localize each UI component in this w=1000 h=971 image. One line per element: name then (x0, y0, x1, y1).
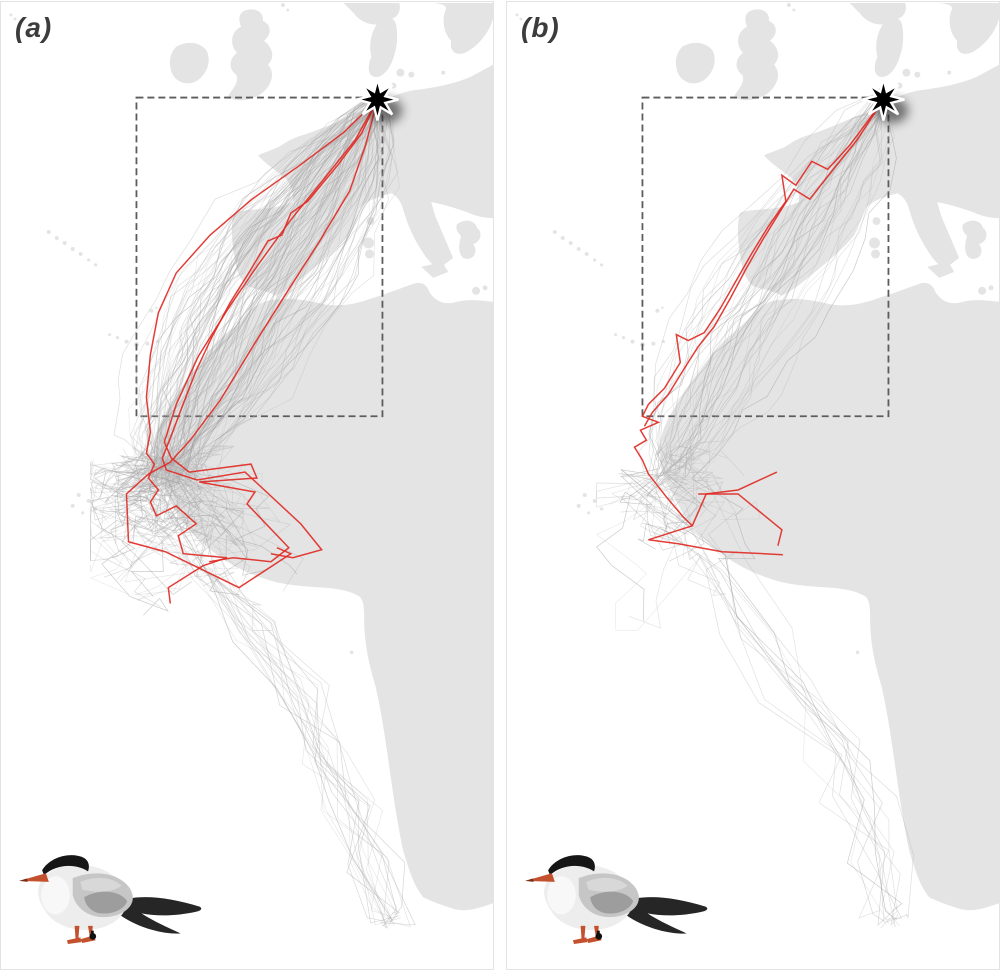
tern-illustration (19, 855, 202, 945)
land-masses (515, 2, 999, 911)
gray-tracks (595, 87, 914, 929)
map-panel-a (1, 2, 493, 969)
panel-a-label: (a) (15, 12, 53, 43)
colony-star-marker (862, 78, 905, 121)
panel-a: (a) (0, 1, 494, 970)
panel-b-label: (b) (521, 12, 560, 43)
red-tracks (633, 99, 885, 556)
map-panel-b (507, 2, 999, 969)
tern-illustration (525, 855, 708, 945)
panel-b: (b) (506, 1, 1000, 970)
colony-star-marker (356, 78, 399, 121)
land-masses (9, 2, 493, 911)
red-tracks (125, 99, 379, 604)
